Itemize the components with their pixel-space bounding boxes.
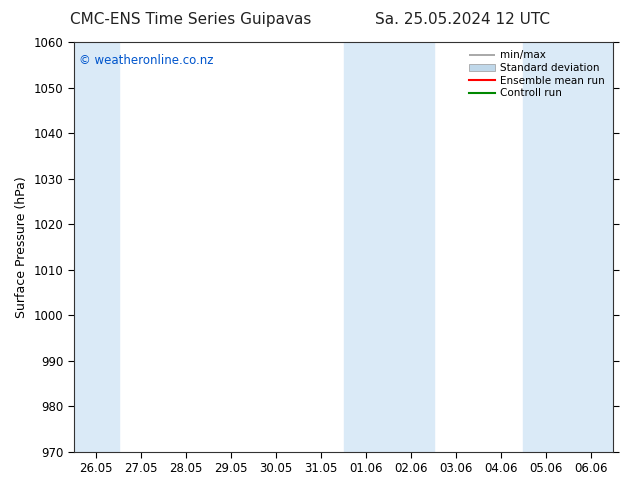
Legend: min/max, Standard deviation, Ensemble mean run, Controll run: min/max, Standard deviation, Ensemble me… xyxy=(466,47,608,101)
Text: Sa. 25.05.2024 12 UTC: Sa. 25.05.2024 12 UTC xyxy=(375,12,550,27)
Bar xyxy=(74,42,119,452)
Text: CMC-ENS Time Series Guipavas: CMC-ENS Time Series Guipavas xyxy=(70,12,311,27)
Text: © weatheronline.co.nz: © weatheronline.co.nz xyxy=(79,54,214,67)
Bar xyxy=(524,42,614,452)
Bar xyxy=(344,42,434,452)
Y-axis label: Surface Pressure (hPa): Surface Pressure (hPa) xyxy=(15,176,28,318)
